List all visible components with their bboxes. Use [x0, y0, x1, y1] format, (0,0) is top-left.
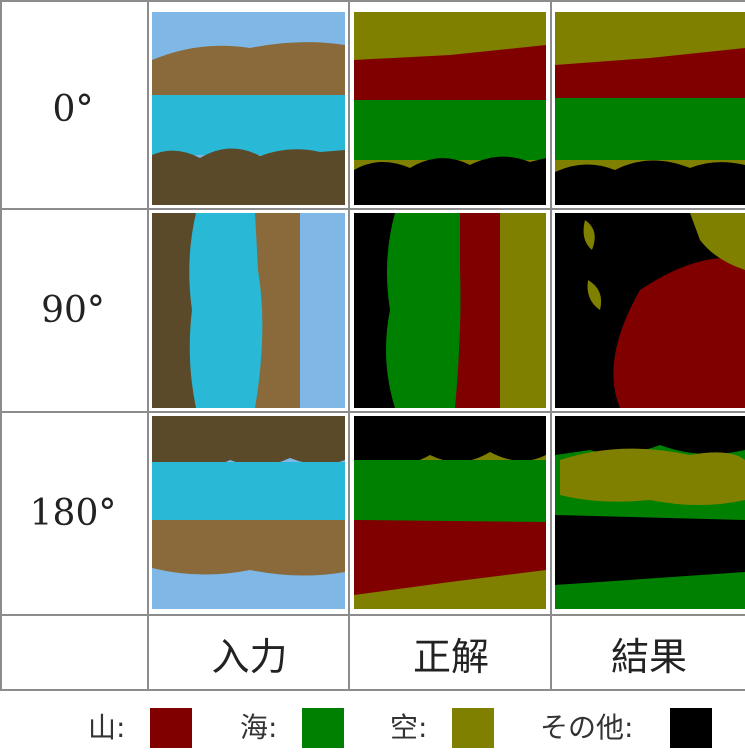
legend-swatch-sky — [452, 708, 494, 748]
result-0deg — [555, 12, 745, 205]
column-label-result: 結果 — [610, 634, 687, 679]
row-label-0deg: 0° — [52, 89, 94, 130]
legend-swatch-mountain — [150, 708, 192, 748]
legend-label-mountain: 山: — [88, 711, 126, 744]
legend-swatch-sea — [302, 708, 344, 748]
legend: 山: 海: 空: その他: — [0, 698, 745, 756]
input-image-90deg — [152, 213, 345, 408]
row-label-90deg: 90° — [41, 290, 105, 331]
column-label-ground-truth: 正解 — [412, 634, 489, 679]
ground-truth-0deg — [354, 12, 546, 205]
ground-truth-90deg — [354, 213, 546, 408]
legend-label-other: その他: — [540, 711, 634, 744]
column-label-input: 入力 — [211, 634, 288, 679]
result-90deg — [555, 213, 745, 408]
result-180deg — [555, 416, 745, 609]
legend-label-sea: 海: — [240, 711, 278, 744]
legend-label-sky: 空: — [390, 711, 428, 744]
input-image-180deg — [152, 416, 345, 609]
row-label-180deg: 180° — [29, 493, 117, 534]
grid-lines — [0, 0, 745, 691]
ground-truth-180deg — [354, 416, 546, 609]
input-image-0deg — [152, 12, 345, 205]
legend-swatch-other — [670, 708, 712, 748]
